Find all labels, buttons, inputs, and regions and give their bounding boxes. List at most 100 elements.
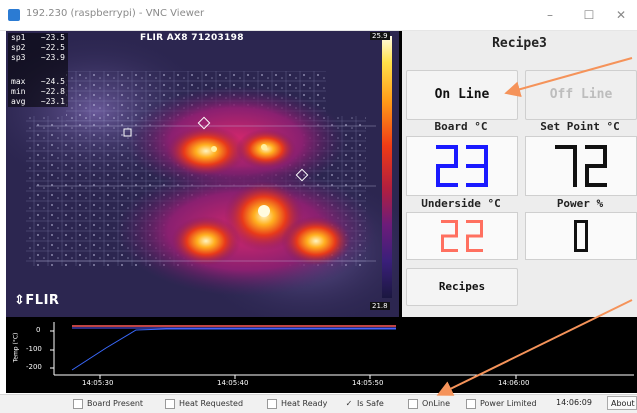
digit-segment xyxy=(585,236,588,252)
digit-segment xyxy=(436,166,440,187)
digit-segment xyxy=(585,183,607,187)
digit-segment xyxy=(441,249,458,252)
digit-segment xyxy=(574,236,577,252)
offline-button[interactable]: Off Line xyxy=(525,70,637,120)
digit-segment xyxy=(574,220,588,223)
checkbox-box[interactable] xyxy=(267,398,277,409)
maximize-button[interactable]: ☐ xyxy=(583,8,595,22)
camera-model-label: FLIR AX8 71203198 xyxy=(140,33,244,43)
temperature-readouts: sp1 ~23.5 sp2 ~22.5 sp3 ~23.9 max ~24.5 min ~… xyxy=(8,33,68,107)
checkbox-box[interactable] xyxy=(165,398,175,409)
minimize-button[interactable]: – xyxy=(547,8,553,22)
board-temp-display xyxy=(406,136,518,196)
temperature-scale-bar xyxy=(382,36,392,298)
underside-temp-digits xyxy=(441,220,483,252)
digit-segment xyxy=(480,220,483,236)
digit-segment xyxy=(466,249,483,252)
digit-segment xyxy=(574,249,588,252)
check-icon[interactable]: ✓ xyxy=(345,398,353,408)
temperature-graph: Temp (°C) 0 -100 -200 14:05:30 14:05:40 … xyxy=(6,318,637,393)
digit-segment xyxy=(466,183,488,187)
thermal-image xyxy=(6,31,399,317)
online-checkbox[interactable]: OnLine xyxy=(408,398,450,409)
digit-segment xyxy=(573,166,577,187)
readout-value: ~22.5 xyxy=(40,43,65,52)
checkbox-box[interactable] xyxy=(466,398,476,409)
digit-segment xyxy=(441,236,444,252)
checkbox-box[interactable] xyxy=(73,398,83,409)
digit-segment xyxy=(484,166,488,187)
digit-segment xyxy=(466,234,483,238)
checkbox-label: Board Present xyxy=(87,399,144,408)
power-digits xyxy=(574,220,588,252)
digit-segment xyxy=(441,234,458,238)
graph-y-axis-label: Temp (°C) xyxy=(12,332,20,363)
readout-row: sp3 ~23.9 xyxy=(8,53,68,63)
window-titlebar: 192.230 (raspberrypi) - VNC Viewer – ☐ ✕ xyxy=(0,0,637,31)
about-button[interactable]: About xyxy=(607,396,637,410)
digit-segment xyxy=(585,166,589,187)
checkbox-box[interactable] xyxy=(408,398,418,409)
close-button[interactable]: ✕ xyxy=(615,8,627,22)
recipes-button[interactable]: Recipes xyxy=(406,268,518,306)
digit-segment xyxy=(466,145,488,149)
flir-logo: ⇕FLIR xyxy=(14,293,60,308)
board-present-checkbox[interactable]: Board Present xyxy=(73,398,143,409)
x-tick: 14:05:50 xyxy=(352,379,384,387)
readout-value: ~23.1 xyxy=(40,97,65,106)
status-time: 14:06:09 xyxy=(556,398,592,407)
board-temp-digits xyxy=(436,145,488,187)
setpoint-label: Set Point °C xyxy=(540,120,620,133)
checkbox-label: Power Limited xyxy=(480,399,537,408)
checkbox-label: OnLine xyxy=(422,399,451,408)
recipe-title: Recipe3 xyxy=(492,36,547,51)
scale-max-label: 25.9 xyxy=(370,32,390,40)
digit-segment xyxy=(484,145,488,166)
readout-value: ~23.5 xyxy=(40,33,65,42)
readout-row: sp2 ~22.5 xyxy=(8,43,68,53)
readout-name: sp2 xyxy=(11,43,26,52)
digit-segment xyxy=(603,145,607,166)
flir-logo-text: FLIR xyxy=(25,293,60,308)
readout-name: min xyxy=(11,87,26,96)
x-tick: 14:06:00 xyxy=(498,379,530,387)
readout-row: max ~24.5 xyxy=(8,77,68,87)
digit-segment xyxy=(436,164,458,168)
readout-value: ~24.5 xyxy=(40,77,65,86)
digit-segment xyxy=(436,145,458,149)
digit-segment xyxy=(436,183,458,187)
digit-segment xyxy=(454,145,458,166)
is-safe-checkbox[interactable]: ✓ Is Safe xyxy=(345,398,384,409)
power-display xyxy=(525,212,637,260)
digit-segment xyxy=(574,220,577,236)
setpoint-digits xyxy=(555,145,607,187)
readout-row: min ~22.8 xyxy=(8,87,68,97)
graph-y-axis-label-wrap: Temp (°C) xyxy=(9,324,20,374)
readout-value: ~22.8 xyxy=(40,87,65,96)
digit-segment xyxy=(455,220,458,236)
digit-segment xyxy=(585,164,607,168)
heat-requested-checkbox[interactable]: Heat Requested xyxy=(165,398,243,409)
checkbox-label: Heat Requested xyxy=(179,399,244,408)
underside-temp-label: Underside °C xyxy=(421,197,501,210)
readout-value: ~23.9 xyxy=(40,53,65,62)
y-tick: -200 xyxy=(26,363,42,371)
digit-segment xyxy=(573,145,577,166)
readout-name: sp3 xyxy=(11,53,26,62)
digit-segment xyxy=(585,145,607,149)
digit-segment xyxy=(441,220,458,223)
power-limited-checkbox[interactable]: Power Limited xyxy=(466,398,537,409)
digit-segment xyxy=(466,220,483,223)
readout-name: avg xyxy=(11,97,26,106)
power-label: Power % xyxy=(556,197,604,210)
scale-min-label: 21.8 xyxy=(370,302,390,310)
y-tick: -100 xyxy=(26,345,42,353)
heat-ready-checkbox[interactable]: Heat Ready xyxy=(267,398,327,409)
readout-name: sp1 xyxy=(11,33,26,42)
digit-segment xyxy=(466,236,469,252)
digit-segment xyxy=(555,145,577,149)
setpoint-display[interactable] xyxy=(525,136,637,196)
digit-segment xyxy=(585,220,588,236)
underside-temp-display xyxy=(406,212,518,260)
online-button[interactable]: On Line xyxy=(406,70,518,120)
